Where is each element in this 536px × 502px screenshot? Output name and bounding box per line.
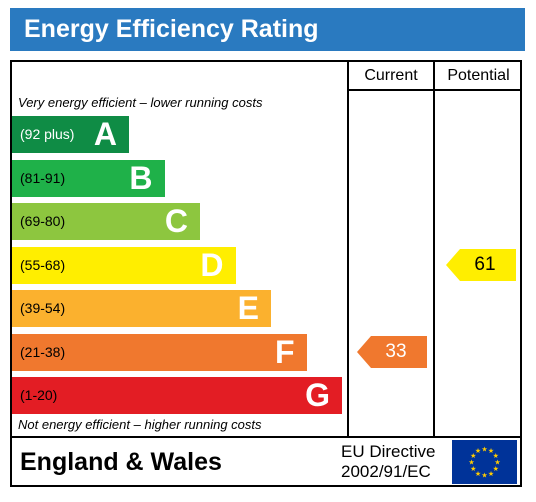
eu-directive-line1: EU Directive [341, 442, 436, 461]
band-letter: F [274, 333, 295, 370]
eu-star-icon: ★ [475, 470, 481, 478]
page-title: Energy Efficiency Rating [24, 15, 319, 43]
band-letter: A [93, 116, 117, 152]
eu-star-icon: ★ [493, 452, 499, 460]
band-range: (92 plus) [20, 126, 75, 142]
rating-table [10, 60, 522, 487]
band-c: (69-80) C [12, 203, 200, 240]
column-divider-left [347, 60, 349, 437]
band-letter: E [237, 290, 259, 326]
band-letter: G [305, 377, 330, 413]
current-arrow-shape [357, 336, 427, 368]
current-rating-value: 33 [385, 341, 407, 362]
potential-arrow-shape [446, 249, 516, 281]
band-range: (1-20) [20, 387, 58, 403]
eu-star-icon: ★ [481, 472, 487, 480]
note-inefficient: Not energy efficient – higher running co… [18, 417, 262, 432]
band-letter: B [129, 159, 153, 196]
eu-directive: EU Directive 2002/91/EC [341, 442, 435, 482]
header-divider [347, 89, 522, 91]
current-column-header: Current [364, 67, 418, 84]
band-b: (81-91) B [12, 159, 165, 197]
eu-star-icon: ★ [475, 447, 481, 455]
eu-flag-icon: ★★★★★★★★★ ★ ★★ [452, 440, 517, 484]
band-range: (81-91) [20, 169, 66, 186]
band-f: (21-38) F [12, 333, 307, 371]
eu-directive-line2: 2002/91/EC [341, 462, 431, 481]
eu-star-icon: ★ [481, 446, 487, 454]
band-range: (69-80) [20, 213, 66, 229]
eu-star-icon: ★ [493, 465, 499, 473]
column-divider-right [433, 60, 435, 437]
band-letter: C [164, 203, 188, 239]
note-efficient: Very energy efficient – lower running co… [18, 95, 263, 110]
band-letter: D [200, 246, 224, 283]
eu-star-icon: ★ [488, 470, 494, 478]
current-rating-arrow: 33 [357, 336, 427, 368]
eu-star-icon: ★ [494, 459, 500, 467]
potential-rating-arrow: 61 [446, 249, 516, 281]
footer-divider [10, 436, 522, 438]
potential-column-header: Potential [447, 67, 510, 84]
eu-star-icon: ★ [468, 459, 474, 467]
eu-star-icon: ★ [470, 452, 476, 460]
eu-star-icon: ★ [488, 447, 494, 455]
potential-rating-value: 61 [474, 254, 496, 275]
band-range: (39-54) [20, 300, 66, 316]
band-e: (39-54) E [12, 290, 271, 327]
eu-star-icon: ★ [470, 465, 476, 473]
band-d: (55-68) D [12, 246, 236, 284]
band-range: (55-68) [20, 256, 66, 273]
title-bar: Energy Efficiency Rating [10, 8, 525, 51]
band-a: (92 plus) A [12, 116, 129, 153]
band-g: (1-20) G [12, 377, 342, 414]
region-label: England & Wales [20, 448, 222, 476]
band-range: (21-38) [20, 343, 66, 360]
